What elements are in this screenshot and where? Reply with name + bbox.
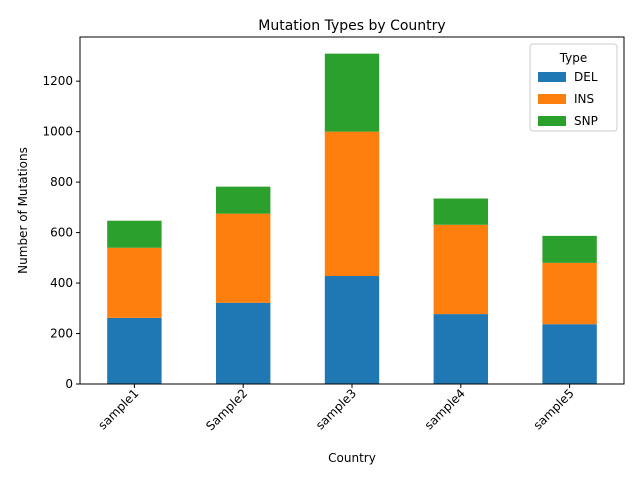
bar-snp-sample1	[107, 220, 162, 248]
plot-frame	[79, 36, 625, 385]
y-tick-label: 800	[50, 175, 73, 189]
y-axis: 0 200 400 600 800 1000 1200	[42, 74, 80, 391]
bar-ins-sample3	[324, 131, 380, 276]
bar-del-sample3	[324, 275, 380, 384]
bar-ins-sample1	[107, 247, 162, 318]
legend-swatch-snp	[538, 116, 566, 126]
y-tick-label: 400	[50, 276, 73, 290]
bar-ins-sample5	[542, 262, 597, 325]
bars-group	[107, 53, 597, 384]
x-axis-label: Country	[328, 451, 376, 465]
y-tick-label: 0	[65, 377, 73, 391]
bar-del-sample4	[433, 314, 488, 384]
y-tick-label: 600	[50, 226, 73, 240]
legend-swatch-del	[538, 72, 566, 82]
y-tick-label: 1200	[42, 74, 73, 88]
y-tick-label: 1000	[42, 125, 73, 139]
bar-del-sample2	[216, 302, 271, 384]
x-axis: sample1 Sample2 sample3 sample4 sample5	[95, 384, 577, 433]
x-tick-label: sample5	[531, 386, 577, 432]
legend-box	[529, 43, 618, 132]
bar-snp-sample3	[324, 53, 380, 132]
chart-title: Mutation Types by Country	[258, 18, 445, 34]
y-tick-label: 200	[50, 327, 73, 341]
legend: Type DEL INS SNP	[529, 43, 618, 132]
legend-label-snp: SNP	[574, 114, 598, 128]
x-tick-label: sample4	[422, 386, 468, 432]
y-axis-label: Number of Mutations	[16, 147, 30, 274]
bar-del-sample5	[542, 324, 597, 384]
bar-del-sample1	[107, 317, 162, 384]
legend-label-del: DEL	[574, 70, 598, 84]
x-tick-label: Sample2	[203, 386, 250, 433]
bar-snp-sample4	[433, 198, 488, 225]
x-tick-label: sample3	[313, 386, 359, 432]
legend-swatch-ins	[538, 94, 566, 104]
legend-label-ins: INS	[574, 92, 594, 106]
bar-snp-sample2	[216, 186, 271, 214]
legend-title: Type	[559, 51, 588, 65]
bar-ins-sample2	[216, 213, 271, 303]
bar-ins-sample4	[433, 224, 488, 315]
bar-snp-sample5	[542, 235, 597, 263]
x-tick-label: sample1	[95, 386, 141, 432]
